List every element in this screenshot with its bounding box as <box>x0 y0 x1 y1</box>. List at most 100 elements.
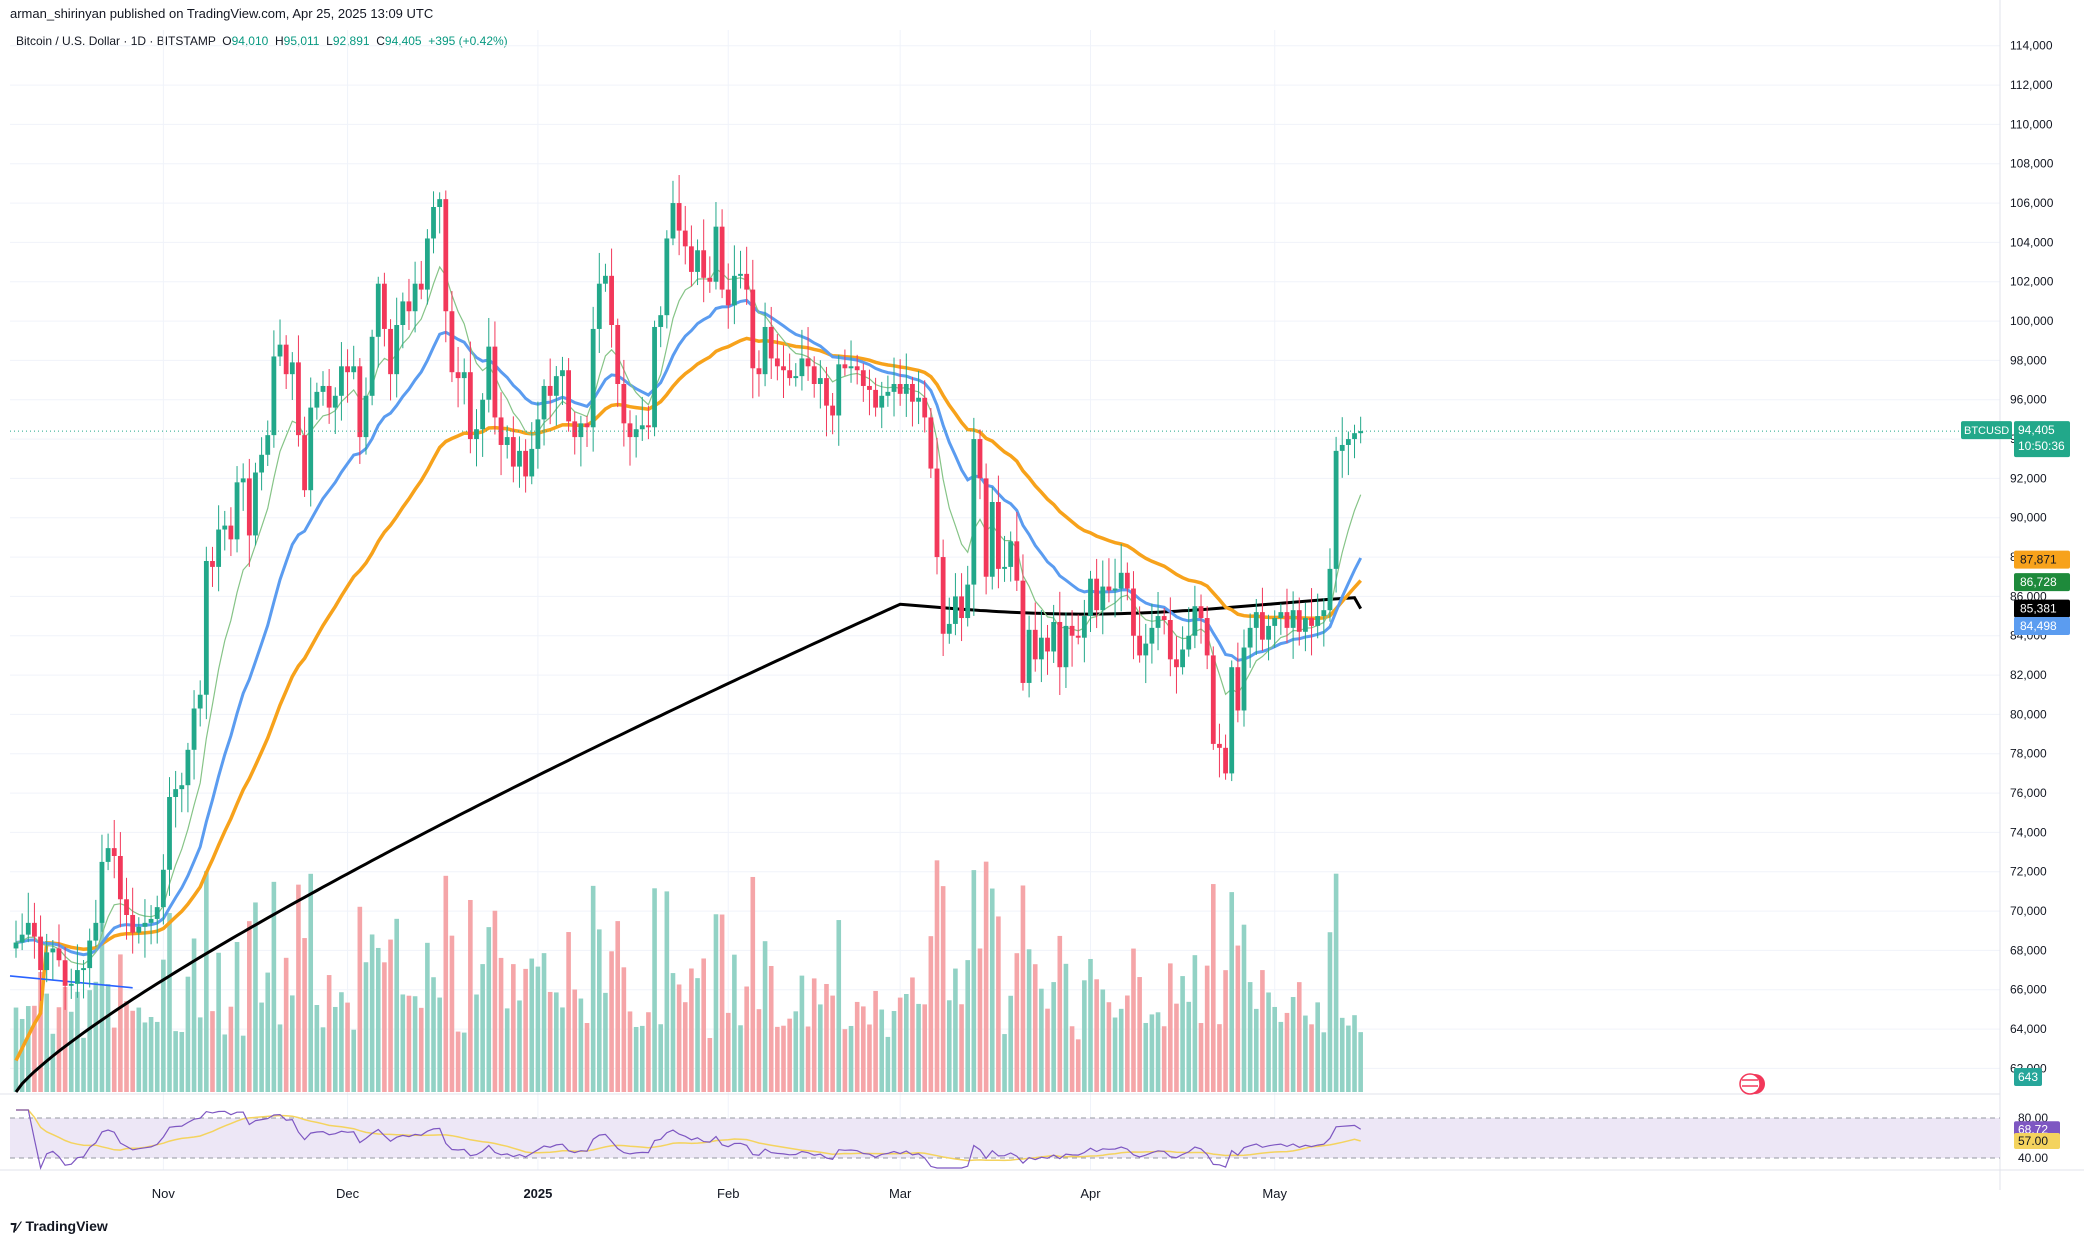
candle <box>1198 594 1204 644</box>
candle <box>1075 614 1081 645</box>
candle <box>983 463 989 595</box>
last-price-tag[interactable]: BTCUSD 94,405 10:50:36 <box>1961 421 2070 458</box>
change-value: +395 (+0.42%) <box>428 34 508 48</box>
candle-body <box>971 439 977 585</box>
candle-body <box>596 283 602 329</box>
volume-bar <box>560 1007 565 1092</box>
volume-bar <box>725 1012 731 1092</box>
volume-bar <box>658 1024 663 1092</box>
volume-bar <box>1069 1026 1075 1092</box>
candle <box>1137 606 1143 663</box>
candle-body <box>1081 616 1087 638</box>
volume-bar <box>437 997 442 1092</box>
candle-body <box>633 429 639 438</box>
candle <box>725 263 731 329</box>
volume-bar <box>1168 963 1173 1092</box>
candle <box>1309 588 1314 656</box>
candle <box>658 306 664 348</box>
x-tick-label: May <box>1262 1186 1287 1201</box>
candle <box>664 230 670 329</box>
candle <box>394 297 400 398</box>
candle-body <box>1186 635 1192 650</box>
volume-bar <box>811 978 817 1092</box>
volume-bar <box>1211 884 1216 1092</box>
candle <box>572 412 578 455</box>
volume-bar <box>922 1004 928 1092</box>
candle <box>1303 602 1308 652</box>
volume-bar <box>897 997 903 1092</box>
volume-bar <box>738 1025 743 1092</box>
candle <box>406 278 412 330</box>
candle <box>1296 597 1302 646</box>
volume-bar <box>689 968 694 1092</box>
candle <box>148 905 154 945</box>
ma-black-line <box>14 596 1363 1093</box>
volume-bar <box>1186 1001 1192 1092</box>
volume-bar <box>486 927 492 1092</box>
candle <box>750 259 756 399</box>
volume-bar <box>603 992 608 1092</box>
candle <box>596 252 602 354</box>
volume-bar <box>750 876 756 1092</box>
volume-bar <box>455 1031 461 1092</box>
candle-body <box>1303 618 1308 632</box>
event-flag-icon[interactable] <box>1739 1073 1765 1095</box>
x-axis: Nov Dec 2025 Feb Mar Apr May <box>152 1186 1288 1201</box>
volume-bar <box>136 1007 142 1092</box>
y-tick-label: 114,000 <box>2010 39 2053 53</box>
candle <box>412 261 418 333</box>
ma-value-tag: 85,381 <box>2014 599 2070 618</box>
y-tick-label: 70,000 <box>2010 904 2047 918</box>
candle <box>173 770 179 828</box>
candle-body <box>811 366 817 384</box>
candle-body <box>296 362 301 436</box>
volume-bar <box>1247 982 1253 1092</box>
candle <box>824 366 829 437</box>
volume-bar <box>861 1006 866 1092</box>
candle-body <box>713 226 719 282</box>
candle <box>191 690 197 780</box>
candle <box>363 377 369 455</box>
volume-bars <box>13 860 1363 1092</box>
volume-bar <box>25 1006 31 1092</box>
candle <box>1358 416 1364 444</box>
volume-bar <box>578 998 584 1092</box>
volume-bar <box>13 1007 19 1092</box>
volume-bar <box>375 947 381 1092</box>
candle-body <box>517 450 522 467</box>
candle-body <box>1358 431 1364 434</box>
candle-body <box>81 968 86 971</box>
candle-body <box>19 934 25 943</box>
volume-bar <box>916 1003 921 1092</box>
y-tick-label: 98,000 <box>2010 353 2047 367</box>
candle-body <box>1161 616 1167 620</box>
candle-body <box>1327 568 1333 611</box>
volume-bar <box>762 941 768 1092</box>
candle-body <box>1008 541 1014 567</box>
volume-bar <box>425 942 430 1092</box>
volume-bar <box>676 984 682 1092</box>
volume-bar <box>1137 977 1142 1092</box>
volume-bar <box>547 991 553 1092</box>
candle-body <box>541 385 547 420</box>
candle-body <box>695 250 700 272</box>
candle <box>277 319 283 367</box>
y-tick-label: 74,000 <box>2010 825 2047 839</box>
tradingview-branding[interactable]: ⁊⁄ TradingView <box>10 1218 108 1235</box>
volume-bar <box>615 921 621 1092</box>
candle-body <box>38 936 43 971</box>
candle-body <box>701 250 707 278</box>
symbol-name[interactable]: Bitcoin / U.S. Dollar · 1D · BITSTAMP <box>16 34 216 48</box>
candle-body <box>173 789 179 797</box>
candle <box>971 417 977 616</box>
candle <box>965 565 971 627</box>
candle-body <box>222 525 228 530</box>
candle-body <box>689 246 694 272</box>
candle <box>934 437 940 575</box>
candle <box>1235 642 1241 723</box>
candle-body <box>179 785 185 790</box>
candle <box>1118 543 1124 612</box>
candle <box>1100 560 1106 635</box>
candle <box>357 358 363 464</box>
